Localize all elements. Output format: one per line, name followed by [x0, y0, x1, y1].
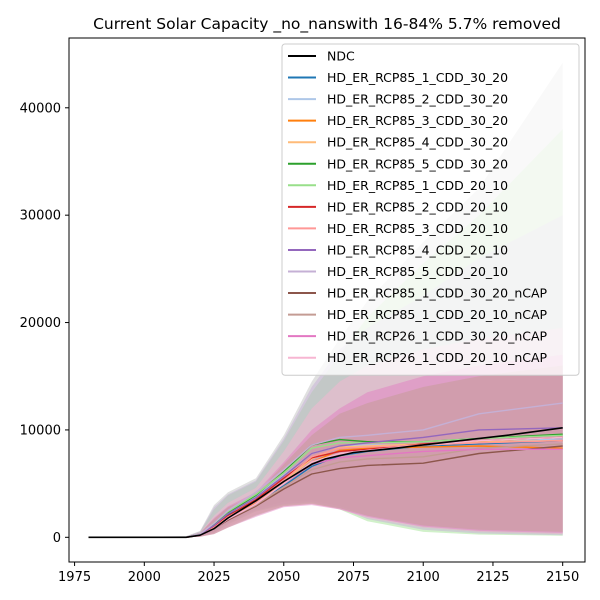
series-line-HD_ER_RCP85_5_CDD_20_10: [88, 402, 563, 538]
legend-label-HD_ER_RCP85_1_CDD_20_10_nCAP: HD_ER_RCP85_1_CDD_20_10_nCAP: [327, 307, 548, 322]
series-line-NDC: [88, 427, 563, 539]
y-tick-label-10000: 10000: [20, 423, 61, 438]
legend-label-HD_ER_RCP26_1_CDD_30_20_nCAP: HD_ER_RCP26_1_CDD_30_20_nCAP: [327, 329, 548, 344]
x-tick-label-2050: 2050: [267, 570, 300, 585]
x-tick-label-2025: 2025: [197, 570, 230, 585]
band-5: [88, 365, 563, 538]
legend-label-HD_ER_RCP85_1_CDD_30_20: HD_ER_RCP85_1_CDD_30_20: [327, 70, 508, 85]
x-tick-label-2100: 2100: [407, 570, 440, 585]
x-tick-label-2075: 2075: [337, 570, 370, 585]
legend-label-HD_ER_RCP85_5_CDD_30_20: HD_ER_RCP85_5_CDD_30_20: [327, 156, 508, 171]
legend-label-HD_ER_RCP85_2_CDD_20_10: HD_ER_RCP85_2_CDD_20_10: [327, 199, 508, 214]
legend-label-HD_ER_RCP85_1_CDD_20_10: HD_ER_RCP85_1_CDD_20_10: [327, 178, 508, 193]
plot-frame: [68, 37, 586, 563]
legend-label-HD_ER_RCP85_2_CDD_30_20: HD_ER_RCP85_2_CDD_30_20: [327, 92, 508, 107]
y-tick-label-40000: 40000: [20, 101, 61, 116]
legend-label-HD_ER_RCP85_5_CDD_20_10: HD_ER_RCP85_5_CDD_20_10: [327, 264, 508, 279]
legend-label-NDC: NDC: [327, 49, 355, 64]
legend-label-HD_ER_RCP85_3_CDD_30_20: HD_ER_RCP85_3_CDD_30_20: [327, 113, 508, 128]
x-tick-label-1975: 1975: [58, 570, 91, 585]
x-axis: 1975 2000 2025 2050 2075 2100 2125 2150: [58, 562, 579, 585]
x-tick-label-2150: 2150: [546, 570, 579, 585]
x-tick-label-2125: 2125: [476, 570, 509, 585]
legend-label-HD_ER_RCP85_3_CDD_20_10: HD_ER_RCP85_3_CDD_20_10: [327, 221, 508, 236]
y-tick-label-0: 0: [53, 531, 61, 546]
chart-title: Current Solar Capacity _no_nanswith 16-8…: [93, 15, 561, 34]
legend: NDC HD_ER_RCP85_1_CDD_30_20 HD_ER_RCP85_2_…: [281, 43, 580, 376]
y-tick-label-30000: 30000: [20, 209, 61, 224]
y-tick-label-20000: 20000: [20, 316, 61, 331]
legend-label-HD_ER_RCP85_4_CDD_20_10: HD_ER_RCP85_4_CDD_20_10: [327, 242, 508, 257]
series-lines: [88, 402, 563, 539]
y-axis: 0 10000 20000 30000 40000: [20, 101, 69, 546]
legend-label-HD_ER_RCP85_4_CDD_30_20: HD_ER_RCP85_4_CDD_30_20: [327, 135, 508, 150]
legend-label-HD_ER_RCP26_1_CDD_20_10_nCAP: HD_ER_RCP26_1_CDD_20_10_nCAP: [327, 350, 548, 365]
x-tick-label-2000: 2000: [128, 570, 161, 585]
legend-box: [281, 43, 580, 376]
legend-label-HD_ER_RCP85_1_CDD_30_20_nCAP: HD_ER_RCP85_1_CDD_30_20_nCAP: [327, 286, 548, 301]
